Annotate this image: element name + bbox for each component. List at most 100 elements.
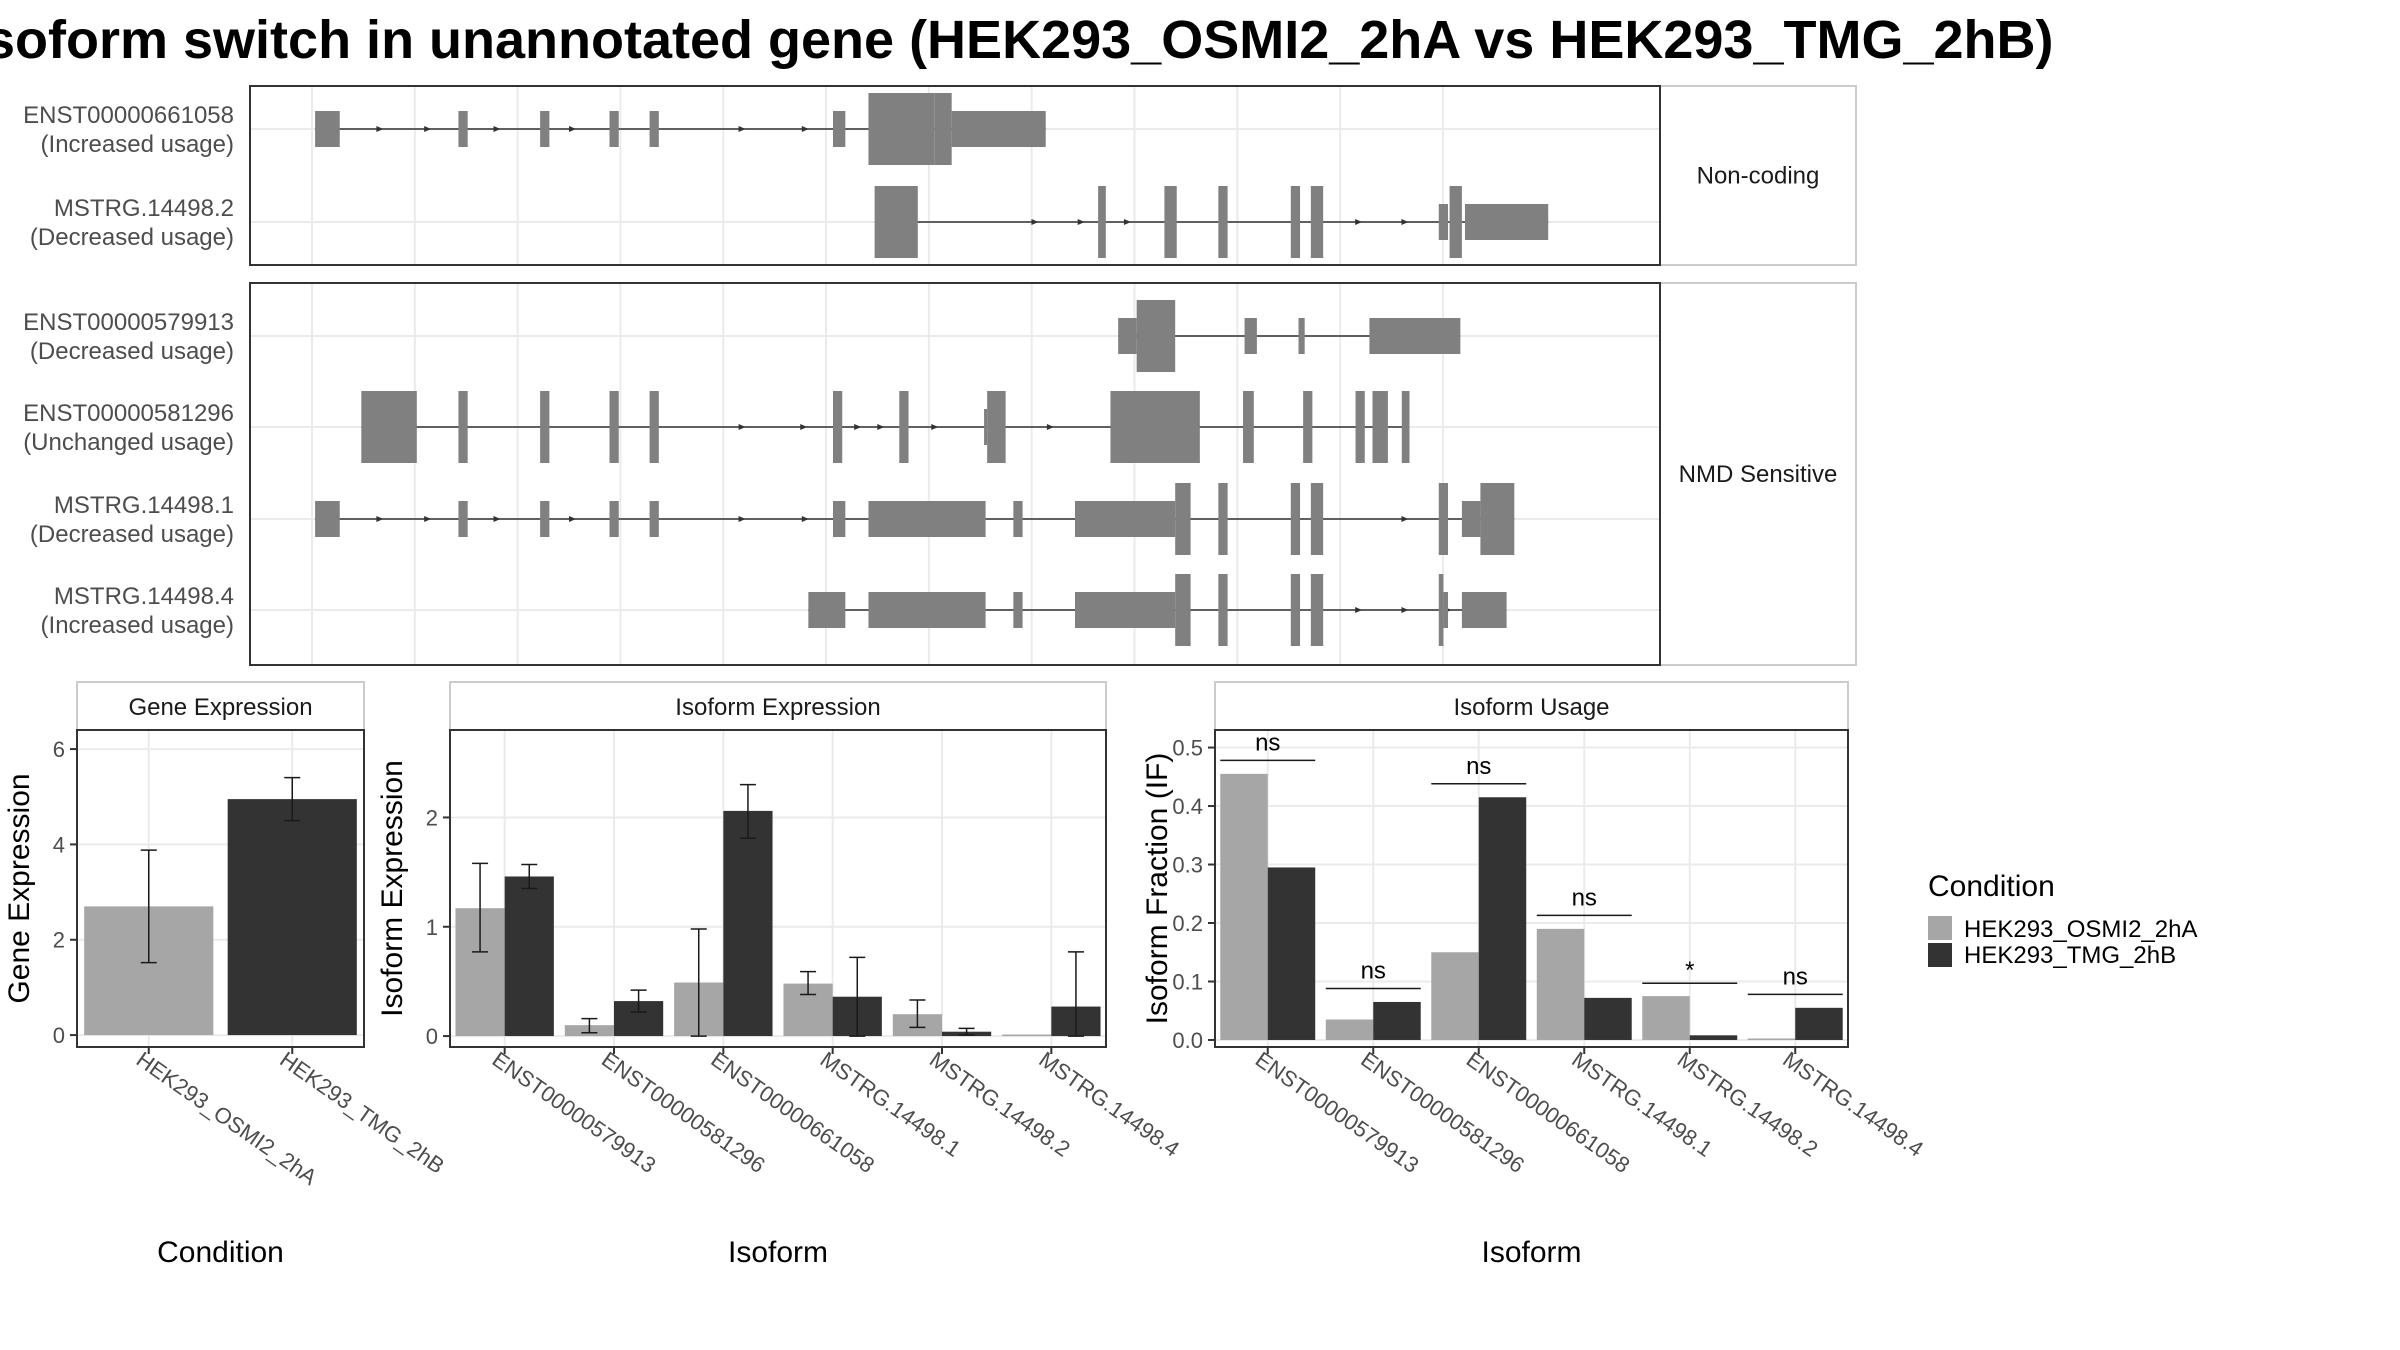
strand-arrow [1077, 219, 1085, 225]
strand-arrow [1401, 219, 1409, 225]
exon-block [1372, 391, 1388, 463]
exon-block [951, 111, 1046, 147]
bar [1373, 1001, 1421, 1040]
exon-block [1369, 318, 1461, 354]
transcript-mstrg-14498-2: MSTRG.14498.2(Decreased usage) [30, 186, 1549, 258]
exon-block [609, 111, 619, 147]
y-tick-label: 0.5 [1172, 736, 1203, 761]
exon-block [1438, 483, 1449, 555]
exon-block [874, 186, 918, 258]
exon-block [1438, 574, 1444, 646]
exon-block [458, 391, 468, 463]
chart-title: Gene Expression [128, 694, 312, 721]
exon-block [832, 391, 843, 463]
strand-arrow [1355, 219, 1363, 225]
y-axis-title: Isoform Fraction (IF) [1141, 753, 1174, 1025]
transcript-usage-label: (Increased usage) [41, 131, 234, 158]
exon-block [540, 391, 550, 463]
exon-block [361, 391, 417, 463]
exon-block [1244, 318, 1257, 354]
exon-block [1310, 186, 1324, 258]
significance-label: ns [1361, 958, 1386, 985]
legend-title: Condition [1928, 870, 2055, 903]
bar [1642, 996, 1690, 1040]
chart-isoform-usage: Isoform Usage0.00.10.20.30.40.5ENST00000… [1141, 681, 1928, 1269]
bar [1795, 1007, 1843, 1040]
strand-arrow [376, 516, 384, 522]
plot-background [1215, 730, 1848, 1047]
bar [1689, 1035, 1738, 1040]
exon-block [1175, 574, 1191, 646]
strand-arrow [738, 424, 746, 430]
significance-label: ns [1572, 884, 1597, 911]
structure-panel-border [249, 282, 1661, 666]
strand-arrow [854, 424, 862, 430]
exon-block [934, 93, 952, 165]
y-tick-label: 2 [53, 928, 65, 953]
strand-arrow [801, 516, 809, 522]
structure-panel-border [249, 85, 1661, 266]
bar-chart-panels: Gene Expression0246HEK293_OSMI2_2hAHEK29… [3, 681, 1928, 1269]
exon-block [1118, 318, 1137, 354]
bar [1431, 952, 1479, 1040]
bar [1584, 997, 1632, 1040]
transcript-mstrg-14498-1: MSTRG.14498.1(Decreased usage) [30, 483, 1515, 555]
bar [1325, 1019, 1374, 1040]
y-tick-label: 2 [426, 805, 438, 830]
condition-legend: Condition HEK293_OSMI2_2hA HEK293_TMG_2h… [1928, 870, 2197, 969]
bar [1747, 1038, 1796, 1040]
strand-arrow [1123, 219, 1131, 225]
transcript-mstrg-14498-4: MSTRG.14498.4(Increased usage) [41, 574, 1507, 646]
exon-block [832, 111, 846, 147]
exon-block [868, 592, 986, 628]
exon-block [1136, 300, 1176, 372]
exon-block [1443, 592, 1449, 628]
exon-block [649, 111, 659, 147]
strand-arrow [877, 424, 885, 430]
transcript-enst00000661058: ENST00000661058(Increased usage) [23, 93, 1046, 165]
exon-block [540, 501, 550, 537]
exon-block [1075, 592, 1176, 628]
y-tick-label: 6 [53, 737, 65, 762]
exon-block [984, 409, 988, 445]
figure-title: Isoform switch in unannotated gene (HEK2… [0, 10, 2053, 70]
chart-title-strip [1214, 681, 1849, 731]
plot-background [450, 730, 1106, 1047]
exon-block [1290, 574, 1301, 646]
exon-block [540, 111, 550, 147]
exon-block [1290, 186, 1301, 258]
exon-block [1449, 186, 1462, 258]
exon-block [1310, 483, 1324, 555]
exon-block [1243, 391, 1254, 463]
exon-block [868, 501, 986, 537]
plot-border [1214, 729, 1849, 1048]
y-tick-label: 0.1 [1172, 969, 1203, 994]
exon-block [808, 592, 846, 628]
legend-swatch-condition-1 [1928, 916, 1952, 940]
transcript-id-label: MSTRG.14498.2 [54, 195, 234, 222]
strand-arrow [569, 516, 577, 522]
chart-title-strip [76, 681, 365, 731]
x-axis-title: Isoform [1481, 1236, 1581, 1269]
exon-block [1013, 501, 1023, 537]
transcript-usage-label: (Decreased usage) [30, 521, 234, 548]
transcript-id-label: ENST00000581296 [23, 400, 234, 427]
exon-block [1310, 574, 1324, 646]
y-tick-label: 0.2 [1172, 911, 1203, 936]
strand-arrow [424, 516, 432, 522]
exon-block [1355, 391, 1365, 463]
exon-block [1401, 391, 1410, 463]
transcript-usage-label: (Decreased usage) [30, 224, 234, 251]
y-tick-label: 0.0 [1172, 1028, 1203, 1053]
strand-arrow [1031, 219, 1039, 225]
exon-block [868, 93, 935, 165]
legend-label-condition-2: HEK293_TMG_2hB [1964, 942, 2176, 969]
structure-strip-label: NMD Sensitive [1679, 461, 1838, 488]
chart-title: Isoform Usage [1453, 694, 1609, 721]
transcript-id-label: MSTRG.14498.4 [54, 583, 234, 610]
bar [1478, 797, 1527, 1040]
transcript-usage-label: (Decreased usage) [30, 338, 234, 365]
plot-border [76, 729, 365, 1048]
bar [1220, 773, 1268, 1040]
